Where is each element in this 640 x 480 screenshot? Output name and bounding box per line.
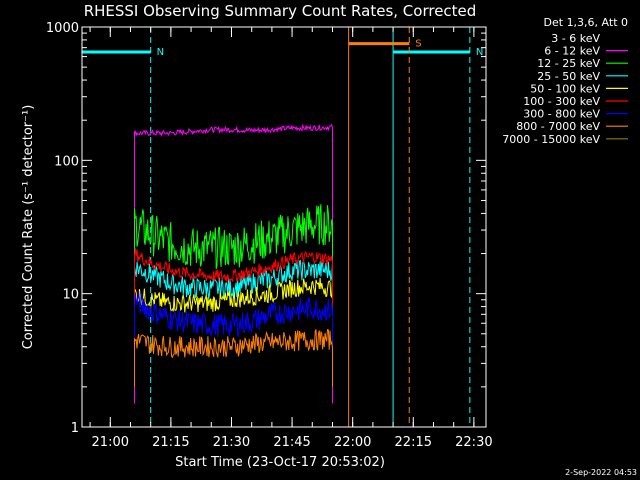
legend-label: 100 - 300 keV xyxy=(523,95,600,108)
legend-label: 6 - 12 keV xyxy=(544,45,600,58)
band-label: S xyxy=(415,39,421,50)
band-s-2: S xyxy=(348,27,422,427)
series-line-300-800-kev xyxy=(134,291,333,387)
y-tick-label: 100 xyxy=(54,154,79,169)
legend-entry: 800 - 7000 keV xyxy=(516,120,628,133)
series-line-6-12-kev xyxy=(134,123,333,404)
legend-entry: 3 - 6 keV xyxy=(551,32,628,45)
series-line-100-300-kev xyxy=(134,248,333,387)
x-tick-label: 21:30 xyxy=(213,435,250,450)
band-n-1: N xyxy=(392,27,483,427)
x-tick-label: 22:30 xyxy=(455,435,492,450)
series-group xyxy=(134,115,333,404)
legend-label: 25 - 50 keV xyxy=(537,70,600,83)
series-line-12-25-kev xyxy=(134,204,333,387)
legend-entry: 7000 - 15000 keV xyxy=(502,133,628,146)
y-tick-label: 10 xyxy=(62,288,79,303)
legend-label: 50 - 100 keV xyxy=(530,82,600,95)
legend-entry: 25 - 50 keV xyxy=(537,70,628,83)
legend-label: 3 - 6 keV xyxy=(551,32,600,45)
x-axis: 21:00 21:15 21:30 21:45 22:00 22:15 22:30 xyxy=(89,27,493,450)
y-axis-label: Corrected Count Rate (s⁻¹ detector⁻¹) xyxy=(21,105,36,350)
legend-label: 7000 - 15000 keV xyxy=(502,133,600,146)
x-tick-label: 22:15 xyxy=(395,435,432,450)
y-tick-label: 1 xyxy=(71,421,79,436)
y-tick-label: 1000 xyxy=(46,21,79,36)
legend-entry: 100 - 300 keV xyxy=(523,95,628,108)
legend-entry: 50 - 100 keV xyxy=(530,82,628,95)
legend-entry: 300 - 800 keV xyxy=(523,108,628,121)
band-label: N xyxy=(157,47,164,58)
legend-entry: 6 - 12 keV xyxy=(544,45,628,58)
band-label: N xyxy=(476,47,483,58)
x-axis-label: Start Time (23-Oct-17 20:53:02) xyxy=(175,455,385,470)
x-tick-label: 21:45 xyxy=(273,435,310,450)
legend-title: Det 1,3,6, Att 0 xyxy=(544,16,628,29)
series-line-800-7000-kev xyxy=(134,329,333,387)
series-line-50-100-kev xyxy=(134,277,333,387)
series-line-3-6-kev xyxy=(134,115,333,404)
x-tick-label: 21:15 xyxy=(152,435,189,450)
x-tick-label: 21:00 xyxy=(92,435,129,450)
chart-title: RHESSI Observing Summary Count Rates, Co… xyxy=(84,2,477,20)
y-axis: 1 10 100 1000 xyxy=(46,21,486,436)
x-tick-label: 22:00 xyxy=(334,435,371,450)
legend-label: 300 - 800 keV xyxy=(523,108,600,121)
legend-entry: 12 - 25 keV xyxy=(537,57,628,70)
series-line-25-50-kev xyxy=(134,259,333,387)
plot-frame xyxy=(81,26,487,428)
legend-label: 12 - 25 keV xyxy=(537,57,600,70)
legend-label: 800 - 7000 keV xyxy=(516,120,600,133)
footer-date: 2-Sep-2022 04:53 xyxy=(565,468,637,477)
